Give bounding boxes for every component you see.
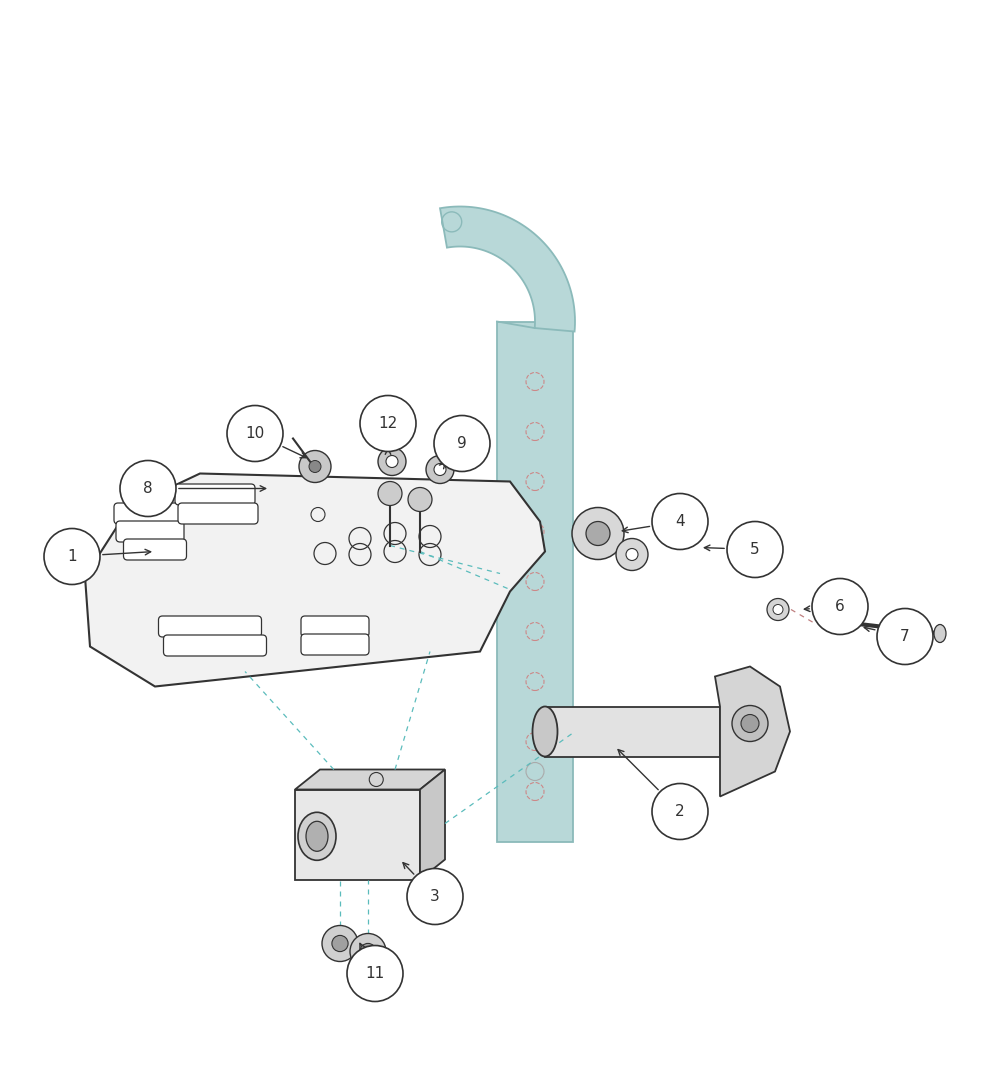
FancyBboxPatch shape xyxy=(178,503,258,524)
Circle shape xyxy=(322,926,358,962)
Ellipse shape xyxy=(298,812,336,860)
FancyBboxPatch shape xyxy=(163,635,266,656)
Circle shape xyxy=(360,943,376,960)
Circle shape xyxy=(386,456,398,468)
Ellipse shape xyxy=(532,706,558,757)
Polygon shape xyxy=(295,770,445,790)
FancyBboxPatch shape xyxy=(301,634,369,655)
Circle shape xyxy=(332,936,348,952)
Text: 9: 9 xyxy=(457,436,467,451)
Circle shape xyxy=(120,460,176,517)
Circle shape xyxy=(652,783,708,839)
Circle shape xyxy=(434,464,446,475)
Circle shape xyxy=(616,538,648,571)
Polygon shape xyxy=(497,322,573,841)
Text: 10: 10 xyxy=(245,426,265,441)
FancyBboxPatch shape xyxy=(175,484,255,505)
Text: 6: 6 xyxy=(835,599,845,614)
Text: 5: 5 xyxy=(750,542,760,557)
Circle shape xyxy=(877,609,933,665)
Polygon shape xyxy=(440,207,575,331)
Text: 7: 7 xyxy=(900,629,910,644)
Polygon shape xyxy=(85,473,545,687)
Circle shape xyxy=(732,705,768,742)
Circle shape xyxy=(227,405,283,461)
Circle shape xyxy=(350,934,386,969)
Circle shape xyxy=(812,578,868,635)
Circle shape xyxy=(44,529,100,585)
Polygon shape xyxy=(420,770,445,879)
Circle shape xyxy=(652,494,708,549)
Text: 2: 2 xyxy=(675,804,685,819)
Circle shape xyxy=(626,548,638,561)
Circle shape xyxy=(426,456,454,483)
Polygon shape xyxy=(295,790,420,879)
FancyBboxPatch shape xyxy=(116,521,184,542)
Text: 1: 1 xyxy=(67,549,77,564)
FancyBboxPatch shape xyxy=(114,503,182,524)
Circle shape xyxy=(586,522,610,546)
Circle shape xyxy=(378,482,402,506)
Text: 3: 3 xyxy=(430,889,440,904)
Text: 11: 11 xyxy=(365,966,385,981)
Circle shape xyxy=(434,416,490,471)
Circle shape xyxy=(407,869,463,925)
Circle shape xyxy=(741,715,759,732)
Polygon shape xyxy=(545,706,720,757)
Circle shape xyxy=(767,599,789,621)
Circle shape xyxy=(773,604,783,614)
FancyBboxPatch shape xyxy=(124,539,186,560)
Text: 12: 12 xyxy=(378,416,398,431)
FancyBboxPatch shape xyxy=(158,616,261,637)
Circle shape xyxy=(408,487,432,511)
Polygon shape xyxy=(715,666,790,796)
Circle shape xyxy=(572,508,624,560)
Circle shape xyxy=(360,395,416,452)
Circle shape xyxy=(299,451,331,483)
Circle shape xyxy=(727,522,783,577)
Circle shape xyxy=(309,460,321,472)
Ellipse shape xyxy=(306,821,328,851)
Text: 4: 4 xyxy=(675,514,685,529)
Circle shape xyxy=(378,447,406,475)
Text: 8: 8 xyxy=(143,481,153,496)
Circle shape xyxy=(347,945,403,1002)
FancyBboxPatch shape xyxy=(301,616,369,637)
Ellipse shape xyxy=(934,625,946,642)
